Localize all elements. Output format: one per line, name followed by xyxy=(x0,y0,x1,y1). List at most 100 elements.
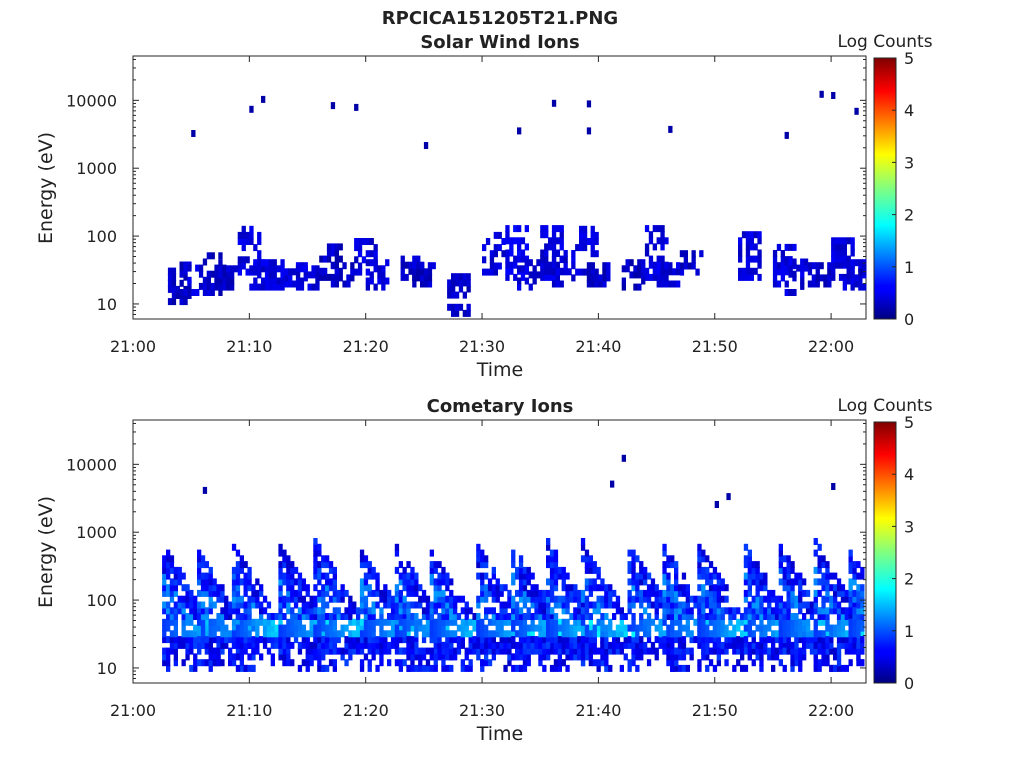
spectrogram-cell xyxy=(495,578,500,586)
spectrogram-cell xyxy=(582,238,588,245)
spectrogram-cell xyxy=(596,595,601,603)
spectrogram-cell xyxy=(788,258,793,266)
spectrogram-cell xyxy=(862,262,867,270)
spectrogram-cell xyxy=(511,613,516,620)
spectrogram-cell xyxy=(354,268,359,276)
spectrogram-cell xyxy=(224,636,229,644)
isolated-point xyxy=(517,127,522,135)
spectrogram-cell xyxy=(759,624,764,632)
spectrogram-cell xyxy=(538,595,543,603)
spectrogram-cell xyxy=(835,261,840,269)
spectrogram-cell xyxy=(522,601,528,609)
spectrogram-cell xyxy=(522,572,528,580)
spectrogram-cell xyxy=(584,613,590,620)
spectrogram-cell xyxy=(445,595,450,603)
spectrogram-cell xyxy=(553,636,559,644)
spectrogram-cell xyxy=(542,636,547,644)
spectrogram-cell xyxy=(712,618,718,626)
spectrogram-cell xyxy=(705,624,710,632)
spectrogram-cell xyxy=(623,653,628,661)
spectrogram-cell xyxy=(414,578,419,586)
spectrogram-cell xyxy=(551,261,557,269)
spectrogram-cell xyxy=(604,659,609,667)
spectrogram-cell xyxy=(615,601,621,609)
spectrogram-cell xyxy=(173,607,178,615)
spectrogram-cell xyxy=(162,636,167,644)
spectrogram-cell xyxy=(489,256,495,264)
spectrogram-cell xyxy=(780,262,785,270)
spectrogram-cell xyxy=(425,618,431,626)
spectrogram-cell xyxy=(356,630,361,638)
spectrogram-cell xyxy=(214,270,219,278)
spectrogram-cell xyxy=(367,641,372,649)
spectrogram-cell xyxy=(643,607,648,615)
spectrogram-cell xyxy=(406,624,411,632)
spectrogram-cell xyxy=(836,607,842,615)
spectrogram-cell xyxy=(743,647,749,655)
spectrogram-cell xyxy=(619,647,624,655)
spectrogram-cell xyxy=(162,630,167,638)
spectrogram-cell xyxy=(592,636,597,644)
spectrogram-cell xyxy=(404,273,409,281)
spectrogram-cell xyxy=(641,265,646,273)
spectrogram-cell xyxy=(743,595,749,603)
spectrogram-cell xyxy=(631,659,636,667)
spectrogram-cell xyxy=(633,265,638,273)
spectrogram-cell xyxy=(639,647,644,655)
spectrogram-cell xyxy=(577,653,582,661)
spectrogram-cell xyxy=(860,647,865,655)
spectrogram-cell xyxy=(243,624,248,632)
spectrogram-cell xyxy=(580,613,586,620)
spectrogram-cell xyxy=(493,268,498,276)
spectrogram-cell xyxy=(615,647,621,655)
spectrogram-cell xyxy=(280,277,285,285)
spectrogram-cell xyxy=(480,589,485,597)
spectrogram-cell xyxy=(212,584,217,592)
spectrogram-cell xyxy=(697,549,702,557)
spectrogram-cell xyxy=(387,659,392,667)
spectrogram-cell xyxy=(544,273,549,281)
spectrogram-cell xyxy=(266,601,272,609)
spectrogram-cell xyxy=(716,641,721,649)
spectrogram-cell xyxy=(534,641,539,649)
spectrogram-cell xyxy=(557,630,562,638)
spectrogram-cell xyxy=(732,647,737,655)
spectrogram-cell xyxy=(503,636,508,644)
spectrogram-cell xyxy=(266,630,272,638)
spectrogram-cell xyxy=(429,647,434,655)
spectrogram-cell xyxy=(530,641,535,649)
spectrogram-cell xyxy=(187,285,192,293)
spectrogram-cell xyxy=(786,613,791,620)
spectrogram-cell xyxy=(352,601,357,609)
spectrogram-cell xyxy=(328,566,334,574)
spectrogram-cell xyxy=(169,607,175,615)
spectrogram-cell xyxy=(658,589,663,597)
spectrogram-cell xyxy=(336,607,341,615)
spectrogram-cell xyxy=(363,636,369,644)
spectrogram-cell xyxy=(743,555,749,563)
spectrogram-cell xyxy=(259,584,264,592)
spectrogram-cell xyxy=(282,549,287,557)
y-tick-label: 100 xyxy=(86,227,117,246)
spectrogram-cell xyxy=(662,607,667,615)
y-tick-label: 10 xyxy=(97,295,117,314)
spectrogram-cell xyxy=(305,659,310,667)
spectrogram-cell xyxy=(247,641,252,649)
spectrogram-cell xyxy=(571,256,576,264)
spectrogram-cell xyxy=(251,618,256,626)
spectrogram-cell xyxy=(679,268,685,276)
spectrogram-cell xyxy=(639,578,644,586)
spectrogram-cell xyxy=(660,255,665,263)
spectrogram-cell xyxy=(518,589,524,597)
spectrogram-cell xyxy=(305,584,310,592)
spectrogram-cell xyxy=(171,267,177,275)
spectrogram-cell xyxy=(662,636,667,644)
spectrogram-cell xyxy=(635,584,640,592)
colorbar-tick-label: 2 xyxy=(904,570,914,589)
spectrogram-cell xyxy=(406,572,411,580)
spectrogram-cell xyxy=(720,607,725,615)
spectrogram-cell xyxy=(181,659,186,667)
spectrogram-cell xyxy=(745,267,751,275)
spectrogram-cell xyxy=(656,280,661,288)
spectrogram-cell xyxy=(604,595,609,603)
